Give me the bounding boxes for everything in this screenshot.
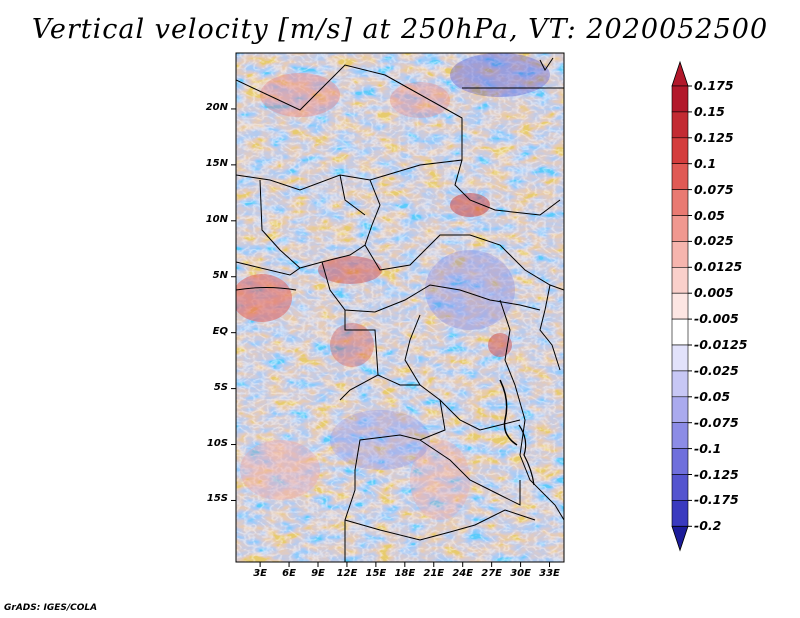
colorbar-segment [671, 448, 689, 475]
colorbar [671, 60, 692, 552]
lat-tick-label: 10N [205, 213, 228, 225]
colorbar-level-label: 0.125 [694, 129, 734, 145]
lat-tick-label: 15N [205, 157, 228, 169]
lon-tick-label: 27E [481, 568, 503, 579]
colorbar-level-label: -0.2 [694, 518, 722, 534]
colorbar-segment [671, 344, 689, 372]
colorbar-level-label: 0.0125 [694, 259, 743, 275]
colorbar-level-label: 0.05 [694, 207, 725, 223]
lat-tick-label: 10S [206, 437, 228, 449]
colorbar-segment [671, 85, 689, 113]
colorbar-segment [671, 318, 689, 346]
colorbar-bottom-arrow [671, 525, 689, 552]
colorbar-segment [671, 474, 689, 501]
country-borders [236, 57, 564, 562]
colorbar-level-label: -0.025 [694, 362, 739, 378]
colorbar-segment [671, 422, 689, 449]
lat-tick-label: 5S [213, 381, 228, 393]
colorbar-segment [671, 137, 689, 165]
colorbar-segment [671, 500, 689, 527]
colorbar-level-label: 0.005 [694, 285, 734, 301]
colorbar-level-label: -0.075 [694, 414, 739, 430]
lon-tick-label: 15E [365, 568, 387, 579]
colorbar-level-label: -0.1 [694, 440, 722, 456]
colorbar-top-arrow [671, 60, 689, 87]
colorbar-level-label: -0.175 [694, 492, 739, 508]
lat-tick-label: 20N [205, 101, 228, 113]
colorbar-level-label: -0.125 [694, 466, 739, 482]
map-frame [235, 52, 565, 563]
colorbar-level-label: -0.0125 [694, 337, 748, 352]
vertical-velocity-field [236, 53, 564, 562]
colorbar-level-label: 0.175 [694, 78, 734, 93]
lon-tick-label: 33E [539, 568, 560, 579]
lon-tick-label: 6E [282, 568, 296, 579]
lon-tick-label: 24E [452, 568, 474, 579]
colorbar-segment [671, 241, 689, 268]
colorbar-level-label: 0.025 [694, 233, 734, 249]
colorbar-segment [671, 215, 689, 242]
colorbar-segment [671, 111, 689, 139]
lon-tick-label: 18E [394, 568, 416, 579]
lat-tick-label: EQ [212, 325, 228, 337]
colorbar-segment [671, 396, 689, 423]
colorbar-segment [671, 370, 689, 398]
plot-title: Vertical velocity [m/s] at 250hPa, VT: 2… [31, 14, 769, 45]
colorbar-level-label: 0.15 [694, 103, 725, 119]
colorbar-level-label: 0.075 [694, 181, 734, 197]
colorbar-segment [671, 292, 689, 320]
lon-tick-label: 30E [510, 568, 531, 579]
colorbar-segment [671, 163, 689, 190]
colorbar-level-label: 0.1 [694, 155, 717, 171]
lat-tick-label: 15S [206, 493, 228, 505]
colorbar-segment [671, 189, 689, 216]
grads-credit: GrADS: IGES/COLA [4, 603, 98, 613]
lon-tick-label: 3E [253, 568, 267, 579]
lon-tick-label: 21E [423, 568, 445, 579]
lon-tick-label: 12E [336, 568, 358, 579]
colorbar-segment [671, 266, 689, 294]
lat-tick-label: 5N [212, 269, 228, 281]
colorbar-level-label: -0.005 [694, 311, 739, 327]
lon-tick-label: 9E [311, 568, 325, 579]
colorbar-level-label: -0.05 [694, 388, 731, 404]
